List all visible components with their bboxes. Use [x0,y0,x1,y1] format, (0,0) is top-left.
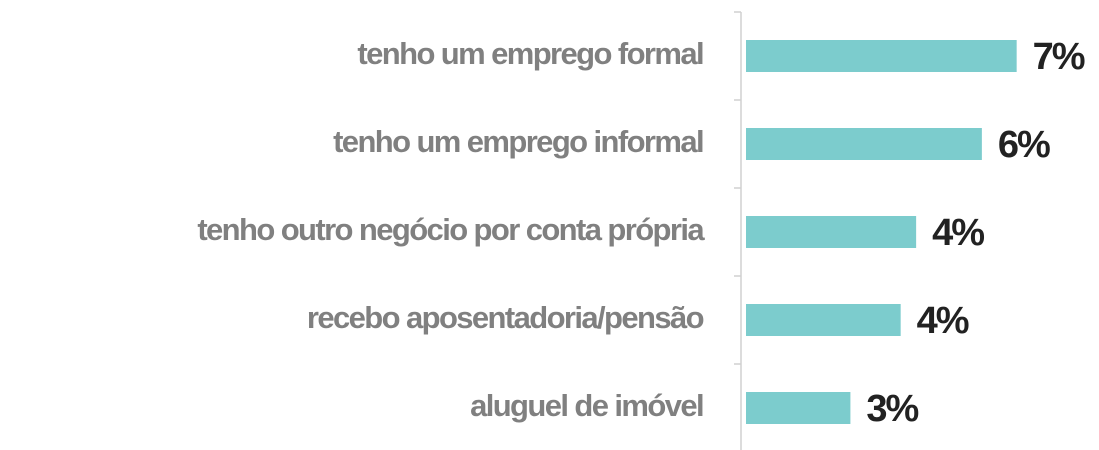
value-label: 7% [1033,36,1085,78]
value-label: 4% [917,300,969,342]
bar [746,128,982,160]
bar [746,216,917,248]
category-label: recebo aposentadoria/pensão [307,300,704,335]
bar [746,40,1017,72]
category-label: tenho um emprego formal [357,36,703,71]
category-label: tenho outro negócio por conta própria [197,212,705,247]
category-label: aluguel de imóvel [470,388,703,423]
category-label: tenho um emprego informal [333,124,703,159]
bar [746,392,851,424]
value-label: 4% [932,212,984,254]
value-label: 6% [998,124,1050,166]
value-label: 3% [866,388,918,430]
bar [746,304,901,336]
